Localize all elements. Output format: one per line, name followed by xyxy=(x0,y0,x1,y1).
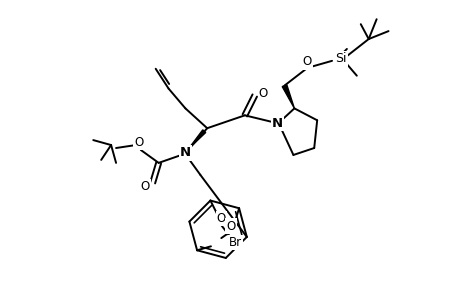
Text: O: O xyxy=(257,87,267,100)
Polygon shape xyxy=(282,85,294,108)
Text: O: O xyxy=(216,212,225,225)
Text: O: O xyxy=(134,136,143,148)
Text: O: O xyxy=(226,220,235,232)
Text: N: N xyxy=(179,146,190,160)
Text: O: O xyxy=(302,55,311,68)
Text: N: N xyxy=(271,117,282,130)
Text: Si: Si xyxy=(335,52,346,65)
Text: O: O xyxy=(140,180,149,193)
Polygon shape xyxy=(188,130,205,149)
Text: Br: Br xyxy=(228,236,241,249)
